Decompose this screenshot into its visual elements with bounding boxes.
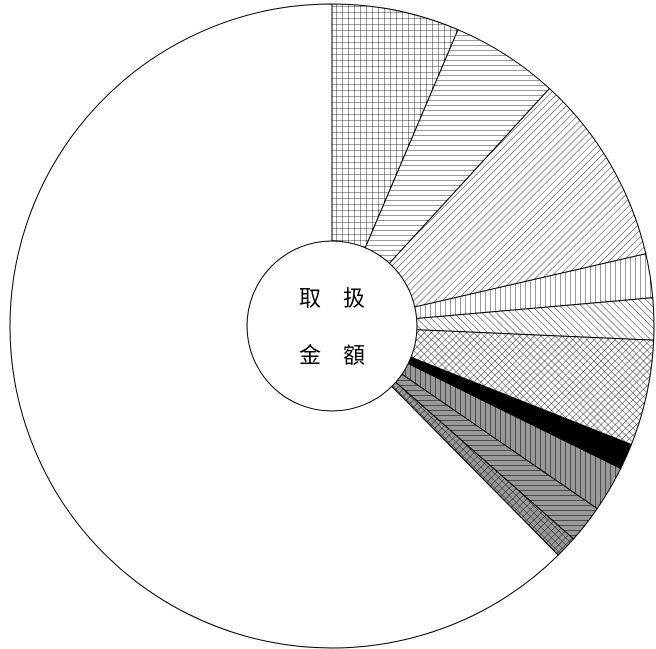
center-label: 取 扱 — [299, 287, 365, 312]
center-label: 金 額 — [299, 344, 365, 369]
wedge — [330, 87, 647, 327]
center-hole — [246, 240, 418, 412]
wedge — [331, 3, 459, 327]
